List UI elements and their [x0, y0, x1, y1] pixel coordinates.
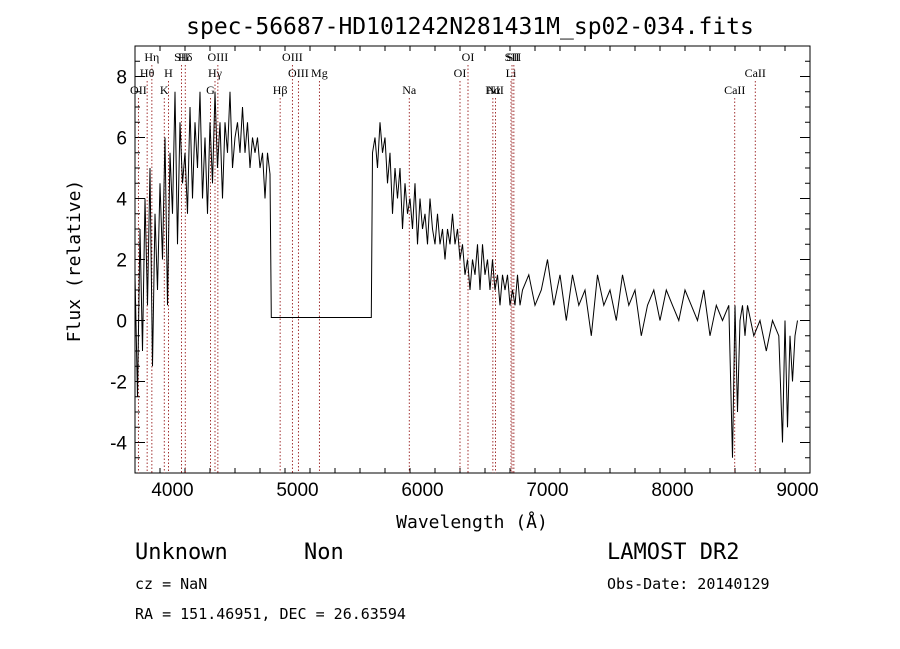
- spectral-line-label: H: [164, 66, 173, 80]
- spectral-line-label: Hγ: [208, 66, 223, 80]
- y-tick-label: 6: [116, 129, 127, 150]
- spectral-line-label: CaII: [745, 66, 766, 80]
- spectral-line-markers: HηHθOIISIIHKHδHγGOIIIOIIIHβOIIIMgNaOIOIH…: [130, 50, 766, 473]
- spectrum-line: [135, 91, 798, 458]
- spectral-line-label: NII: [487, 83, 504, 97]
- x-tick-label: 5000: [276, 480, 318, 501]
- spectral-line-label: Hδ: [178, 50, 193, 64]
- survey-name: LAMOST DR2: [607, 540, 739, 565]
- y-tick-label: 0: [116, 312, 127, 333]
- spectral-line-label: SII: [507, 50, 522, 64]
- x-tick-label: 8000: [651, 480, 693, 501]
- spectral-line-label: Hα: [485, 83, 501, 97]
- x-tick-label: 6000: [401, 480, 443, 501]
- spectral-line-label: OI: [454, 66, 467, 80]
- spectral-line-label: CaII: [724, 83, 745, 97]
- x-axis-label: Wavelength (Å): [396, 511, 548, 533]
- spectral-line-label: OIII: [208, 50, 229, 64]
- spectral-line-label: OI: [462, 50, 475, 64]
- y-tick-label: -4: [110, 434, 127, 455]
- y-tick-label: 4: [116, 190, 127, 211]
- axes: 4000 5000 6000 7000 8000 9000 -4 -2 0 2 4 6 8: [110, 45, 819, 501]
- spectral-line-label: OII: [130, 83, 147, 97]
- redshift-text: cz = NaN: [135, 575, 207, 593]
- spectral-line-label: Li: [506, 66, 517, 80]
- object-subclass: Non: [304, 540, 344, 565]
- x-tick-label: 9000: [776, 480, 818, 501]
- y-tick-label: 8: [116, 68, 127, 89]
- spectral-line-label: Hη: [144, 50, 159, 64]
- x-tick-label: 4000: [151, 480, 193, 501]
- spectral-line-label: Hθ: [140, 66, 155, 80]
- coordinates-text: RA = 151.46951, DEC = 26.63594: [135, 605, 406, 623]
- spectral-line-label: Na: [402, 83, 417, 97]
- x-tick-label: 7000: [526, 480, 568, 501]
- spectrum-series: [135, 91, 798, 458]
- chart-title: spec-56687-HD101242N281431M_sp02-034.fit…: [186, 14, 754, 40]
- spectral-line-label: K: [160, 83, 169, 97]
- spectral-line-label: G: [206, 83, 215, 97]
- y-tick-label: -2: [110, 373, 127, 394]
- spectral-line-label: Mg: [311, 66, 328, 80]
- object-class: Unknown: [135, 540, 228, 565]
- y-axis-label: Flux (relative): [64, 180, 85, 343]
- spectral-line-label: OIII: [282, 50, 303, 64]
- spectral-line-label: OIII: [288, 66, 309, 80]
- y-tick-label: 2: [116, 251, 127, 272]
- spectral-line-label: SII: [505, 50, 520, 64]
- spectral-line-label: SII: [174, 50, 189, 64]
- observation-date: Obs-Date: 20140129: [607, 575, 770, 593]
- spectral-line-label: Hβ: [273, 83, 288, 97]
